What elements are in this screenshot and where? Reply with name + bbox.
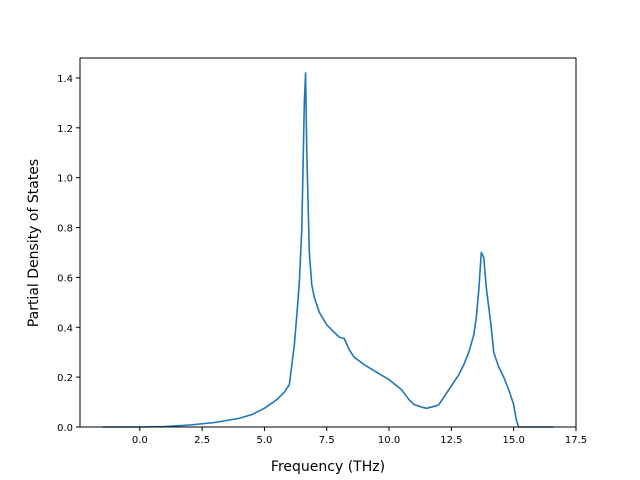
plot-area	[102, 72, 554, 428]
y-tick-label: 0.8	[57, 224, 73, 235]
y-tick-label: 1.2	[57, 124, 73, 135]
y-tick-label: 0.0	[57, 423, 73, 434]
x-tick-label: 7.5	[319, 435, 335, 446]
y-tick-label: 1.4	[57, 74, 73, 85]
x-tick-label: 2.5	[194, 435, 210, 446]
y-tick-label: 0.6	[57, 273, 73, 284]
x-axis-label: Frequency (THz)	[271, 459, 385, 475]
x-tick-label: 17.5	[565, 435, 587, 446]
y-axis-label: Partial Density of States	[26, 159, 42, 327]
y-tick-label: 1.0	[57, 174, 73, 185]
x-tick-label: 12.5	[440, 435, 462, 446]
y-axis-ticks: 0.0 0.2 0.4 0.6 0.8 1.0 1.2 1.4	[57, 74, 80, 434]
x-tick-label: 15.0	[503, 435, 525, 446]
x-tick-label: 0.0	[132, 435, 148, 446]
x-tick-label: 10.0	[378, 435, 400, 446]
series-line-0	[102, 72, 554, 428]
plot-frame	[79, 57, 577, 428]
x-tick-label: 5.0	[256, 435, 272, 446]
y-tick-label: 0.4	[57, 323, 73, 334]
y-tick-label: 0.2	[57, 373, 73, 384]
x-axis-ticks: 0.0 2.5 5.0 7.5 10.0 12.5 15.0 17.5	[132, 427, 587, 446]
